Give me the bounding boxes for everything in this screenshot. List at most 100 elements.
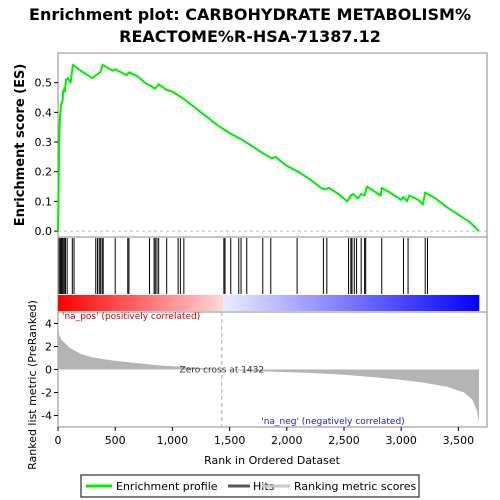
enrichment-profile-line: [57, 63, 480, 232]
heat-bar-segment: [96, 295, 101, 311]
x-tick-label: 0: [55, 434, 62, 447]
heat-bar-segment: [440, 295, 445, 311]
heat-bar-segment: [222, 295, 227, 311]
heat-bar-segment: [82, 295, 87, 311]
heat-bar-segment: [226, 295, 231, 311]
heat-bar-segment: [187, 295, 192, 311]
heat-bar-segment: [201, 295, 206, 311]
heat-bar-segment: [219, 295, 224, 311]
heat-bar-segment: [261, 295, 266, 311]
heat-bar-segment: [436, 295, 441, 311]
ranking-metric-area: [58, 321, 479, 423]
heat-bar-segment: [370, 295, 375, 311]
heat-bar-segment: [250, 295, 255, 311]
heat-bar-segment: [257, 295, 262, 311]
metric-y-tick-label: 0: [45, 364, 52, 377]
heat-bar-segment: [454, 295, 459, 311]
heat-bar-segment: [401, 295, 406, 311]
heat-bar-segment: [342, 295, 346, 311]
es-y-tick-label: 0.3: [35, 136, 53, 149]
heat-bar-segment: [264, 295, 269, 311]
metric-y-axis-label: Ranked list metric (PreRanked): [26, 300, 39, 470]
x-tick-label: 1,000: [157, 434, 189, 447]
heat-bar-segment: [328, 295, 332, 311]
heat-bar-segment: [289, 295, 294, 311]
heat-bar-segment: [352, 295, 357, 311]
heat-bar-segment: [279, 295, 283, 311]
heat-bar-segment: [282, 295, 287, 311]
heat-bar-segment: [307, 295, 311, 311]
heat-bar-segment: [145, 295, 150, 311]
heat-bar-segment: [426, 295, 431, 311]
heat-bar-segment: [384, 295, 389, 311]
negative-correlation-label: 'na_neg' (negatively correlated): [261, 417, 404, 427]
heat-bar-segment: [349, 295, 353, 311]
heat-bar-segment: [310, 295, 315, 311]
heat-bar-segment: [173, 295, 178, 311]
heat-bar-segment: [359, 295, 364, 311]
heat-bar-segment: [433, 295, 438, 311]
x-tick-label: 2,500: [328, 434, 360, 447]
heat-bar-segment: [89, 295, 94, 311]
heat-bar-segment: [296, 295, 301, 311]
heat-bar-segment: [415, 295, 420, 311]
heat-bar-segment: [447, 295, 452, 311]
heat-bar-segment: [163, 295, 168, 311]
heat-bar-segment: [135, 295, 139, 311]
zero-cross-label: Zero cross at 1432: [180, 366, 265, 376]
heat-bar-segment: [166, 295, 171, 311]
heat-bar-segment: [468, 295, 473, 311]
x-axis: 0 500 1,000 1,500 2,000 2,500 3,000 3,500: [55, 427, 474, 447]
hit-lines: [58, 238, 429, 294]
heat-bar-segment: [79, 295, 83, 311]
heat-bar-segment: [72, 295, 76, 311]
heat-bar-segment: [475, 295, 480, 311]
heat-bar-segment: [75, 295, 80, 311]
ranked-metric-panel: Zero cross at 1432 'na_pos' (positively …: [26, 300, 488, 470]
heat-bar-segment: [121, 295, 125, 311]
heat-bar-segment: [324, 295, 329, 311]
heat-bar-segment: [114, 295, 118, 311]
heat-bar-segment: [177, 295, 182, 311]
heat-bar-segment: [377, 295, 382, 311]
heat-bar-segment: [321, 295, 325, 311]
heat-bar-segment: [373, 295, 378, 311]
heat-bar-segment: [128, 295, 132, 311]
heat-bar-segment: [58, 295, 62, 311]
heat-bar-segment: [212, 295, 217, 311]
heat-bar-segment: [366, 295, 371, 311]
heat-bar-segment: [205, 295, 210, 311]
heat-bar-segment: [191, 295, 196, 311]
metric-y-tick-label: -2: [41, 387, 52, 400]
heat-bar-segment: [107, 295, 111, 311]
legend-metric-label: Ranking metric scores: [294, 480, 416, 493]
heat-bar-segment: [461, 295, 466, 311]
es-y-tick-label: 0.4: [35, 106, 53, 119]
legend: Enrichment profile Hits Ranking metric s…: [80, 474, 420, 498]
heat-bar-segment: [356, 295, 361, 311]
heat-bar-segment: [233, 295, 238, 311]
heat-bar-segment: [184, 295, 189, 311]
es-y-tick-label: 0.1: [35, 195, 53, 208]
heat-bar-segment: [110, 295, 115, 311]
heat-bar-segment: [317, 295, 322, 311]
heat-bar-segment: [236, 295, 241, 311]
es-plot-area: [57, 52, 488, 238]
heat-bar-segment: [229, 295, 234, 311]
heat-bar-segment: [240, 295, 245, 311]
heat-bar-segment: [254, 295, 259, 311]
heat-bar-segment: [300, 295, 304, 311]
heat-bar-segment: [61, 295, 66, 311]
heat-bar-segment: [268, 295, 273, 311]
heat-bar-segment: [303, 295, 308, 311]
heat-bar-segment: [103, 295, 108, 311]
heat-bar-segment: [86, 295, 90, 311]
heat-bar-segment: [422, 295, 427, 311]
x-tick-label: 1,500: [214, 434, 246, 447]
heat-bar-segment: [429, 295, 434, 311]
heat-bar-segment: [194, 295, 199, 311]
es-y-tick-label: 0.2: [35, 166, 53, 179]
heat-bar-segment: [335, 295, 339, 311]
heat-bar-segment: [408, 295, 413, 311]
metric-y-tick-label: 2: [45, 341, 52, 354]
